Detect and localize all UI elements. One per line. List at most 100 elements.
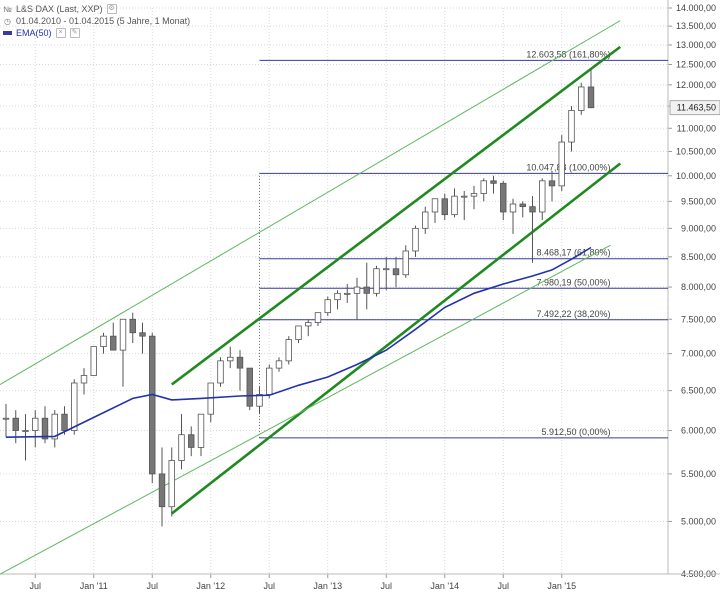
candle-body-up [32, 417, 39, 431]
candle-body-down [246, 367, 253, 407]
candle-body-up [100, 335, 107, 347]
candle-body-down [392, 268, 400, 276]
y-tick-label: 8.000,00 [681, 282, 716, 292]
candle-body-down [41, 417, 49, 440]
candle-body-down [529, 206, 536, 213]
y-tick-label: 10.000,00 [676, 171, 716, 181]
candle-body-up [51, 413, 58, 440]
candle-body-up [353, 286, 361, 294]
close-icon[interactable]: × [55, 28, 66, 38]
fib-level-label: 12.603,58 (161,80%) [526, 49, 610, 59]
candle-body-up [412, 227, 419, 252]
candle-body-up [227, 356, 234, 362]
candle-body-down [61, 413, 68, 431]
legend-period-row: ◷ 01.04.2010 - 01.04.2015 (5 Jahre, 1 Mo… [3, 15, 190, 27]
candle-body-up [539, 180, 546, 213]
y-tick-label: 11.000,00 [677, 123, 716, 133]
candle-body-down [548, 180, 556, 187]
x-tick-label: Jan '14 [430, 581, 459, 591]
candle-body-up [314, 312, 322, 323]
y-tick-label: 7.500,00 [681, 314, 716, 324]
x-tick-label: Jul [380, 581, 392, 591]
candle-body-down [129, 318, 136, 334]
candle-body-up [578, 86, 585, 111]
y-tick-label: 5.000,00 [681, 516, 716, 526]
last-price-label: 11.463,50 [677, 103, 716, 113]
y-tick-label: 6.000,00 [681, 426, 716, 436]
legend-title-row: № L&S DAX (Last, XXP) ⚙ [3, 3, 190, 15]
candle-body-down [149, 335, 156, 475]
candle-body-up [119, 318, 127, 351]
candle-body-down [110, 335, 117, 351]
candle-body-down [236, 356, 244, 369]
candle-body-up [344, 292, 351, 295]
candle-body-up [568, 110, 575, 143]
candle-body-up [334, 292, 341, 301]
chart-legend: № L&S DAX (Last, XXP) ⚙ ◷ 01.04.2010 - 0… [3, 3, 190, 39]
y-tick-label: 8.500,00 [681, 252, 716, 262]
x-tick-label: Jul [29, 581, 41, 591]
x-tick-label: Jul [497, 581, 509, 591]
candle-body-up [422, 211, 429, 229]
trend-line-thick [170, 45, 622, 386]
candle-body-up [451, 195, 458, 216]
candle-body-up [285, 339, 292, 362]
x-tick-label: Jan '12 [196, 581, 225, 591]
y-tick-label: 12.500,00 [676, 60, 716, 70]
candle-body-down [158, 473, 166, 508]
ema-indicator-label[interactable]: EMA(50) [16, 28, 52, 38]
ema-line [5, 246, 592, 438]
candle-body-up [431, 198, 439, 213]
ema-swatch [3, 31, 12, 35]
y-tick-label: 10.500,00 [676, 146, 716, 156]
candle-body-down [490, 180, 497, 184]
y-tick-label: 5.500,00 [681, 469, 716, 479]
candle-body-down [500, 182, 507, 213]
candle-body-up [305, 322, 312, 327]
candle-body-up [383, 268, 390, 271]
candle-body-up [90, 346, 97, 376]
candle-body-up [558, 141, 565, 187]
fib-level-label: 10.047,88 (100,00%) [526, 162, 610, 172]
candle-body-up [197, 413, 205, 448]
y-tick-label: 14.000,00 [676, 3, 716, 13]
y-tick-label: 6.500,00 [681, 386, 716, 396]
x-tick-label: Jul [146, 581, 158, 591]
legend-indicator-row: EMA(50) × ✎ [3, 27, 190, 39]
instrument-icon: № [3, 4, 12, 14]
period-label: 01.04.2010 - 01.04.2015 (5 Jahre, 1 Mona… [16, 16, 191, 26]
trend-line-thin [0, 20, 621, 386]
calendar-icon: ◷ [4, 16, 11, 26]
candle-body-up [80, 375, 88, 384]
x-tick-label: Jan '11 [80, 581, 108, 591]
candle-body-up [178, 434, 185, 461]
candle-body-up [266, 367, 273, 395]
fib-level-label: 7.980,19 (50,00%) [536, 277, 610, 287]
candle-body-down [188, 434, 195, 448]
candle-body-up [324, 299, 331, 314]
y-tick-label: 12.000,00 [676, 80, 716, 90]
candle-body-up [2, 417, 10, 420]
trend-line-thin [0, 244, 611, 575]
candle-body-up [470, 193, 478, 197]
trend-line-thick [170, 162, 622, 515]
y-tick-label: 13.500,00 [676, 21, 716, 31]
candle-body-down [139, 332, 146, 337]
candle-body-up [168, 460, 175, 508]
pencil-icon[interactable]: ✎ [69, 28, 80, 38]
candle-body-up [71, 382, 78, 431]
y-tick-label: 7.000,00 [681, 349, 716, 359]
candle-body-down [519, 203, 526, 208]
candle-body-up [295, 325, 302, 341]
candle-body-down [587, 86, 595, 109]
settings-icon[interactable]: ⚙ [106, 4, 117, 14]
last-price-tag [669, 100, 720, 116]
candle-body-up [480, 180, 487, 194]
candle-body-down [441, 198, 448, 216]
fib-level-label: 8.468,17 (61,80%) [536, 248, 610, 258]
x-tick-label: Jan '15 [547, 581, 576, 591]
candle-body-down [363, 286, 370, 294]
candle-body-up [461, 195, 468, 198]
candle-body-up [402, 250, 409, 276]
